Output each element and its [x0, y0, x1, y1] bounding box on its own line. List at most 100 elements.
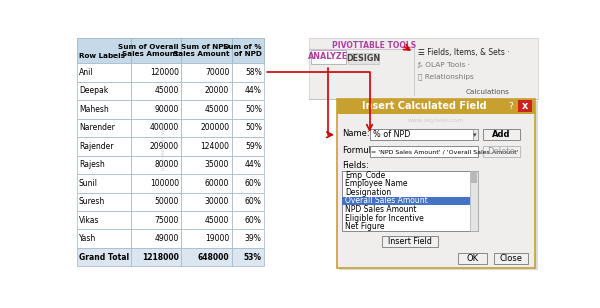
FancyBboxPatch shape [181, 248, 232, 266]
Text: 80000: 80000 [155, 160, 179, 169]
FancyBboxPatch shape [232, 38, 264, 63]
FancyBboxPatch shape [343, 171, 478, 231]
Text: 400000: 400000 [149, 123, 179, 132]
Text: 60000: 60000 [205, 179, 229, 188]
FancyBboxPatch shape [181, 100, 232, 119]
Text: Yash: Yash [79, 234, 96, 243]
Text: Grand Total: Grand Total [79, 253, 129, 262]
FancyBboxPatch shape [131, 137, 181, 156]
FancyBboxPatch shape [232, 82, 264, 100]
FancyBboxPatch shape [77, 100, 131, 119]
FancyBboxPatch shape [370, 129, 478, 140]
Text: Vikas: Vikas [79, 216, 100, 225]
FancyBboxPatch shape [482, 129, 520, 140]
FancyBboxPatch shape [131, 211, 181, 229]
FancyBboxPatch shape [131, 174, 181, 192]
Text: 50%: 50% [245, 123, 262, 132]
Text: 45000: 45000 [205, 105, 229, 114]
Text: Delete: Delete [487, 147, 515, 156]
Text: 100000: 100000 [150, 179, 179, 188]
FancyBboxPatch shape [181, 211, 232, 229]
FancyBboxPatch shape [232, 229, 264, 248]
Text: 209000: 209000 [150, 142, 179, 151]
Text: Net Figure: Net Figure [346, 222, 385, 231]
FancyBboxPatch shape [181, 137, 232, 156]
Text: 35000: 35000 [205, 160, 229, 169]
FancyBboxPatch shape [181, 82, 232, 100]
Text: ▾: ▾ [473, 132, 476, 138]
Text: Insert Field: Insert Field [388, 237, 432, 246]
FancyBboxPatch shape [77, 119, 131, 137]
Text: Sunil: Sunil [79, 179, 98, 188]
Text: Suresh: Suresh [79, 197, 105, 206]
FancyBboxPatch shape [470, 171, 478, 231]
Text: 70000: 70000 [205, 68, 229, 77]
Text: ▾: ▾ [112, 53, 116, 59]
Text: Employee Name: Employee Name [346, 179, 408, 188]
FancyBboxPatch shape [232, 100, 264, 119]
FancyBboxPatch shape [181, 174, 232, 192]
FancyBboxPatch shape [337, 99, 535, 114]
Text: 90000: 90000 [154, 105, 179, 114]
FancyBboxPatch shape [77, 137, 131, 156]
Text: Eligible for Incentive: Eligible for Incentive [346, 214, 424, 223]
Text: ANALYZE: ANALYZE [308, 52, 349, 62]
Text: 45000: 45000 [154, 86, 179, 95]
FancyBboxPatch shape [131, 82, 181, 100]
FancyBboxPatch shape [181, 156, 232, 174]
FancyBboxPatch shape [382, 237, 438, 247]
FancyBboxPatch shape [77, 248, 131, 266]
Text: ?: ? [508, 102, 513, 111]
Text: Sum of NPD
Sales Amount: Sum of NPD Sales Amount [173, 44, 229, 57]
Text: 75000: 75000 [154, 216, 179, 225]
Text: Rajesh: Rajesh [79, 160, 104, 169]
FancyBboxPatch shape [473, 129, 478, 140]
FancyBboxPatch shape [77, 192, 131, 211]
Text: 20000: 20000 [205, 86, 229, 95]
FancyBboxPatch shape [232, 119, 264, 137]
Text: www.skyneel.com: www.skyneel.com [158, 122, 163, 171]
Text: Calculations: Calculations [466, 89, 510, 95]
Text: 50%: 50% [245, 105, 262, 114]
Text: Name:: Name: [343, 129, 370, 139]
Text: = 'NPD Sales Amount' / 'Overall Sales Amount': = 'NPD Sales Amount' / 'Overall Sales Am… [371, 149, 518, 154]
Text: Add: Add [492, 130, 511, 139]
FancyBboxPatch shape [131, 248, 181, 266]
Text: Designation: Designation [346, 188, 392, 197]
FancyBboxPatch shape [77, 229, 131, 248]
Text: % of NPD: % of NPD [373, 130, 410, 139]
Text: 49000: 49000 [154, 234, 179, 243]
Text: www.skyneel.com: www.skyneel.com [408, 118, 464, 124]
FancyBboxPatch shape [181, 63, 232, 82]
FancyBboxPatch shape [458, 253, 487, 264]
Text: 60%: 60% [245, 197, 262, 206]
Text: ☰ Fields, Items, & Sets ·: ☰ Fields, Items, & Sets · [418, 48, 509, 57]
Text: Mahesh: Mahesh [79, 105, 109, 114]
Text: 648000: 648000 [197, 253, 229, 262]
Text: ƒₓ OLAP Tools ·: ƒₓ OLAP Tools · [418, 62, 470, 68]
Text: 44%: 44% [245, 86, 262, 95]
Text: 53%: 53% [244, 253, 262, 262]
FancyBboxPatch shape [131, 100, 181, 119]
FancyBboxPatch shape [181, 229, 232, 248]
FancyBboxPatch shape [493, 253, 527, 264]
FancyBboxPatch shape [77, 174, 131, 192]
FancyBboxPatch shape [309, 38, 538, 99]
Text: Sum of Overall
Sales Amount: Sum of Overall Sales Amount [118, 44, 179, 57]
Text: Close: Close [499, 254, 522, 263]
Text: Sum of %
of NPD: Sum of % of NPD [223, 44, 262, 57]
FancyBboxPatch shape [181, 119, 232, 137]
Text: 44%: 44% [245, 160, 262, 169]
FancyBboxPatch shape [77, 156, 131, 174]
Text: 59%: 59% [245, 142, 262, 151]
Text: Fields:: Fields: [343, 161, 369, 170]
FancyBboxPatch shape [232, 137, 264, 156]
Text: DESIGN: DESIGN [346, 54, 380, 63]
FancyBboxPatch shape [471, 172, 477, 183]
FancyBboxPatch shape [232, 211, 264, 229]
Text: x: x [522, 101, 529, 111]
FancyBboxPatch shape [131, 229, 181, 248]
Text: Narender: Narender [79, 123, 115, 132]
FancyBboxPatch shape [343, 197, 470, 205]
FancyBboxPatch shape [181, 38, 232, 63]
